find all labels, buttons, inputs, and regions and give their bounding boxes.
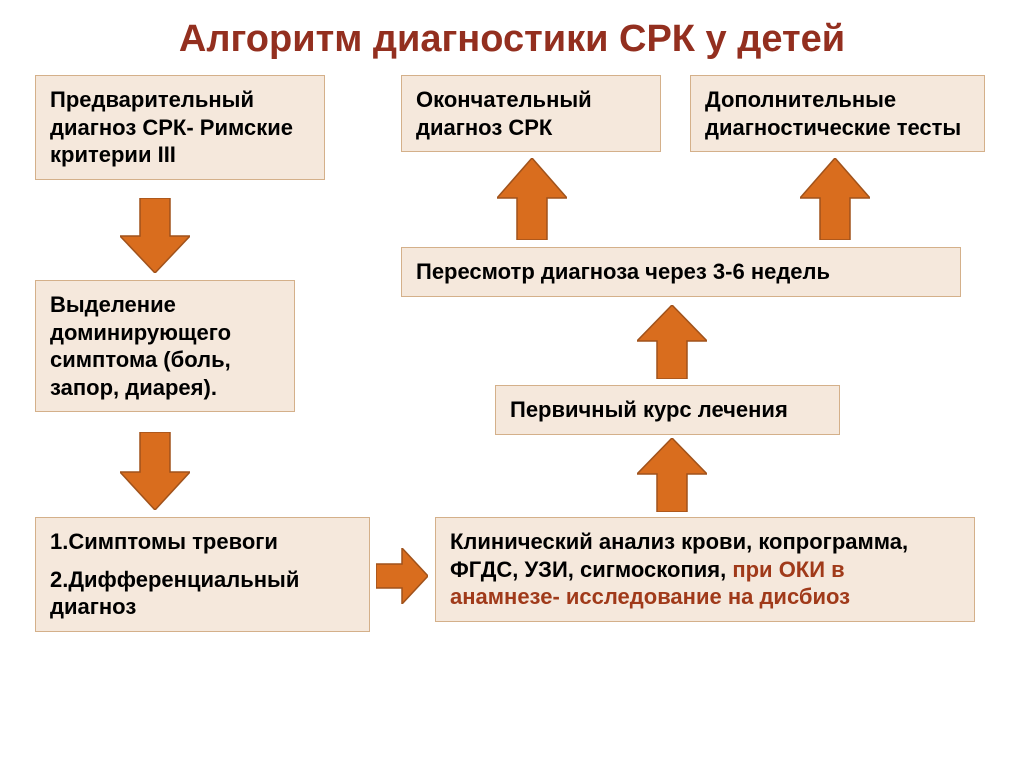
box-line-1: 1.Симптомы тревоги bbox=[50, 528, 355, 556]
box-text: Выделение доминирующего симптома (боль, … bbox=[50, 292, 231, 400]
box-final-diagnosis: Окончательный диагноз СРК bbox=[401, 75, 661, 152]
box-text: Предварительный диагноз СРК- Римские кри… bbox=[50, 87, 293, 167]
box-line-2: 2.Дифференциальный диагноз bbox=[50, 566, 355, 621]
arrow-up-2 bbox=[637, 305, 707, 379]
arrow-down-2 bbox=[120, 432, 190, 510]
arrow-down-1 bbox=[120, 198, 190, 273]
box-preliminary-diagnosis: Предварительный диагноз СРК- Римские кри… bbox=[35, 75, 325, 180]
box-additional-tests: Дополнительные диагностические тесты bbox=[690, 75, 985, 152]
box-primary-treatment: Первичный курс лечения bbox=[495, 385, 840, 435]
diagram-title: Алгоритм диагностики СРК у детей bbox=[0, 18, 1024, 61]
box-text: Первичный курс лечения bbox=[510, 397, 788, 422]
box-text: Пересмотр диагноза через 3-6 недель bbox=[416, 259, 830, 284]
box-text: Окончательный диагноз СРК bbox=[416, 87, 592, 140]
arrow-up-4 bbox=[800, 158, 870, 240]
arrow-right-1 bbox=[376, 548, 428, 604]
box-dominant-symptom: Выделение доминирующего симптома (боль, … bbox=[35, 280, 295, 412]
box-text: Дополнительные диагностические тесты bbox=[705, 87, 961, 140]
box-alarm-symptoms: 1.Симптомы тревоги 2.Дифференциальный ди… bbox=[35, 517, 370, 632]
box-clinical-analysis: Клинический анализ крови, копрограмма, Ф… bbox=[435, 517, 975, 622]
box-revision: Пересмотр диагноза через 3-6 недель bbox=[401, 247, 961, 297]
arrow-up-1 bbox=[637, 438, 707, 512]
arrow-up-3 bbox=[497, 158, 567, 240]
